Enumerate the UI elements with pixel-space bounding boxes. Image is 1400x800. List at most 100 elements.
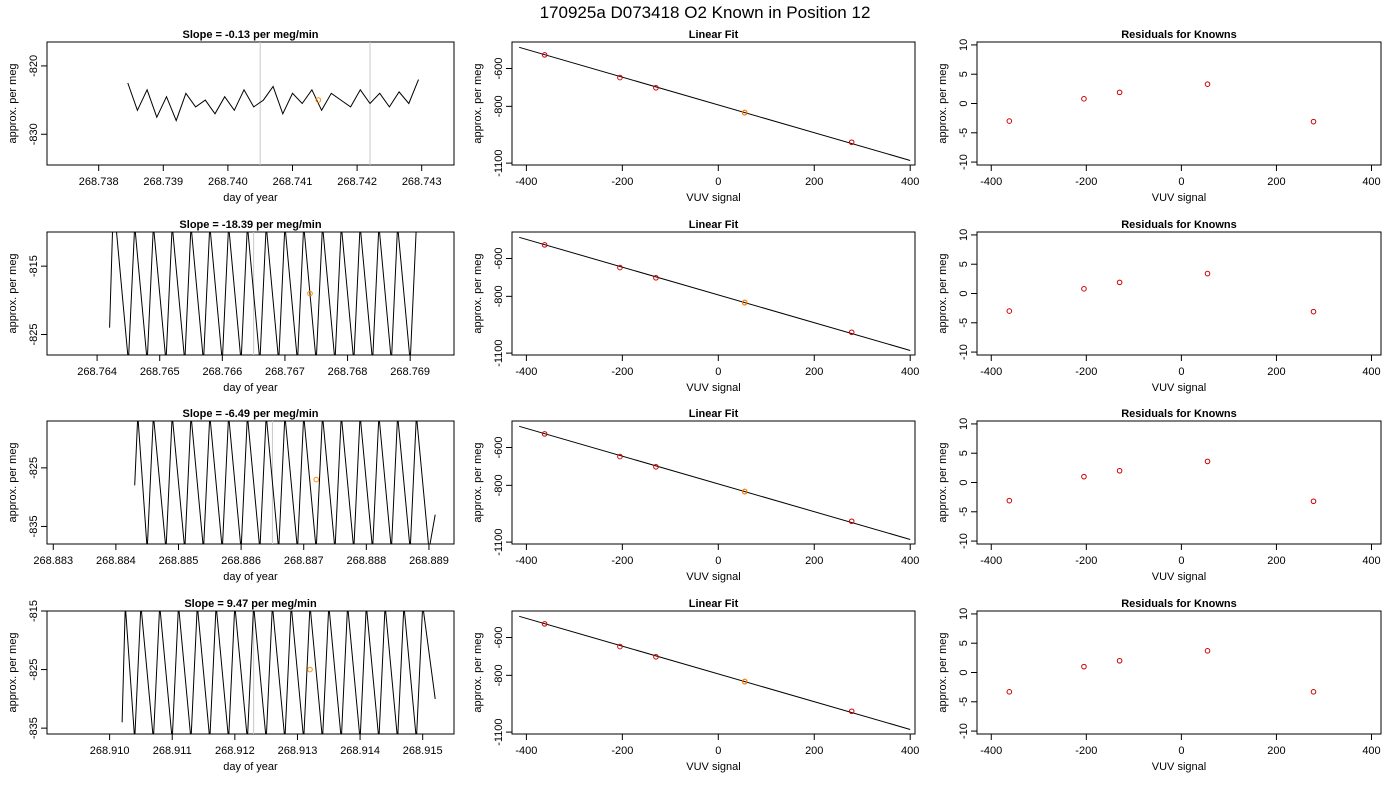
x-axis-label: VUV signal [686,192,740,204]
x-tick-label: 0 [1178,745,1184,757]
y-tick-label: -600 [493,626,505,648]
panels-grid: Slope = -0.13 per meg/min 268.738 268.739 2… [7,29,1382,773]
x-tick-label: 200 [805,176,823,188]
plot-frame [46,610,455,735]
data-point [541,52,548,58]
fit-line [519,46,911,161]
y-tick-label: -10 [958,154,970,170]
x-tick-label: 268.738 [79,176,119,188]
y-tick-label: 5 [958,261,970,267]
x-axis-label: VUV signal [1152,571,1206,583]
x-tick-label: 268.912 [215,745,255,757]
x-tick-label: 268.741 [273,176,313,188]
data-point [1006,497,1013,504]
y-tick-label: -1100 [493,339,505,366]
data-point [1006,118,1013,124]
data-point [1081,286,1087,292]
x-axis-label: VUV signal [1152,192,1206,204]
y-tick-label: 0 [958,290,970,296]
page-title: 170925a D073418 O2 Known in Position 12 [540,3,871,22]
data-point [1204,458,1211,465]
y-tick-label: 10 [958,418,970,430]
x-tick-label: -200 [611,366,633,378]
y-tick-label: -835 [28,717,40,739]
panel-2: Linear Fit -400 -200 0 200 400 -600 -800 -1100 VU… [472,29,919,204]
data-point [541,621,548,627]
x-tick-label: 268.764 [77,366,117,378]
plot-frame [511,41,916,166]
data-point [848,518,855,525]
y-tick-label: -820 [28,55,40,77]
x-tick-label: 0 [1178,176,1184,188]
plot-area [519,236,911,351]
x-tick-label: 268.884 [96,555,136,567]
x-tick-label: 268.910 [90,745,130,757]
x-tick-label: 268.888 [346,555,386,567]
x-tick-label: -200 [1075,366,1097,378]
highlight-point [741,109,748,116]
y-axis-label: approx. per meg [7,253,19,333]
y-tick-label: -5 [958,507,970,517]
chart-title: Residuals for Knowns [1121,408,1237,420]
plot-area [109,232,417,355]
data-point [1116,657,1123,664]
y-tick-label: 0 [958,479,970,485]
plot-frame [511,231,916,356]
panel-9: Residuals for Knowns -400 -200 0 200 400 10 5 0 -… [937,408,1382,583]
x-tick-label: 0 [715,176,721,188]
x-tick-label: 200 [1267,555,1285,567]
y-tick-label: 0 [958,669,970,675]
x-tick-label: 268.913 [278,745,318,757]
y-tick-label: -5 [958,318,970,328]
x-axis-label: day of year [223,192,278,204]
data-point [617,453,623,460]
x-tick-label: 400 [901,366,919,378]
highlight-point [741,488,748,495]
panel-7: Slope = -6.49 per meg/min 268.883 268.884 2… [7,408,455,583]
data-point [1116,279,1123,286]
x-tick-label: 268.887 [284,555,324,567]
x-axis-label: day of year [223,382,278,394]
x-axis-label: VUV signal [1152,761,1206,773]
x-axis-label: VUV signal [686,761,740,773]
data-point [653,84,659,91]
x-axis-label: VUV signal [686,571,740,583]
y-tick-label: -835 [28,515,40,537]
y-tick-label: 10 [958,39,970,51]
data-point [653,463,659,470]
x-tick-label: -400 [515,366,537,378]
y-axis-label: approx. per meg [7,632,19,712]
data-point [1006,689,1013,695]
y-tick-label: -5 [958,128,970,138]
x-tick-label: 268.914 [340,745,380,757]
x-axis-label: day of year [223,761,278,773]
chart-title: Residuals for Knowns [1121,29,1237,41]
x-tick-label: 268.886 [221,555,261,567]
x-tick-label: -200 [1075,745,1097,757]
y-axis-label: approx. per meg [7,442,19,522]
data-point [1081,663,1087,670]
y-tick-label: 5 [958,450,970,456]
y-tick-label: 5 [958,71,970,77]
data-point [617,264,623,271]
x-tick-label: 268.769 [390,366,430,378]
y-tick-label: -600 [493,436,505,458]
series-line [127,79,419,123]
x-tick-label: -200 [1075,176,1097,188]
y-tick-label: -825 [28,457,40,479]
panel-12: Residuals for Knowns -400 -200 0 200 400 10 5 0 -… [937,598,1382,773]
series-line [121,611,436,734]
x-tick-label: 268.765 [140,366,180,378]
y-tick-label: -800 [493,285,505,307]
y-tick-label: -10 [958,533,970,549]
y-tick-label: -815 [28,600,40,622]
highlight-point [741,299,748,306]
panel-3: Residuals for Knowns -400 -200 0 200 400 10 5 0 -… [937,29,1382,204]
y-tick-label: -10 [958,344,970,360]
data-point [848,139,855,146]
x-tick-label: 200 [805,745,823,757]
y-axis-label: approx. per meg [472,442,484,522]
plot-frame [511,420,916,545]
plot-area [519,615,911,730]
panel-6: Residuals for Knowns -400 -200 0 200 400 10 5 0 -… [937,219,1382,394]
